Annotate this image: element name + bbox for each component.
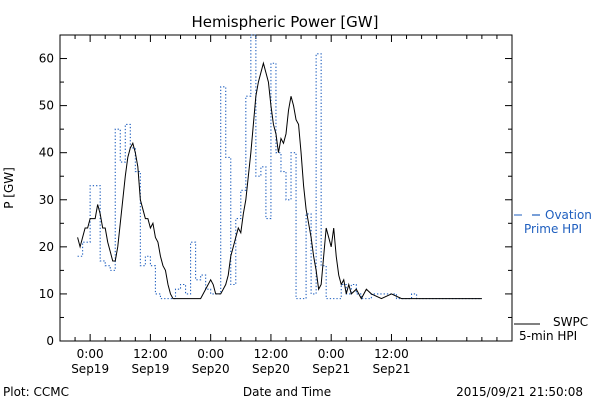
series-layer	[77, 34, 482, 300]
x-tick-time-label: 0:00	[77, 347, 104, 361]
series-ovation-prime-line	[77, 34, 482, 300]
x-axis-ticks: 0:00Sep1912:00Sep190:00Sep2012:00Sep200:…	[71, 35, 498, 376]
legend-swpc-line2: 5-min HPI	[519, 329, 577, 343]
legend-ovation-line2: Prime HPI	[524, 222, 582, 236]
chart-title: Hemispheric Power [GW]	[192, 13, 379, 31]
legend-swpc-line1: SWPC	[553, 315, 588, 329]
y-tick-label: 10	[39, 287, 54, 301]
y-tick-label: 20	[39, 240, 54, 254]
y-tick-label: 60	[39, 52, 54, 66]
y-tick-label: 0	[46, 334, 54, 348]
y-tick-label: 40	[39, 146, 54, 160]
x-tick-time-label: 12:00	[133, 347, 168, 361]
x-tick-date-label: Sep19	[131, 362, 169, 376]
x-tick-time-label: 12:00	[374, 347, 409, 361]
legend-ovation-line1: Ovation	[545, 208, 592, 222]
x-axis-label: Date and Time	[243, 385, 331, 399]
x-tick-time-label: 12:00	[254, 347, 289, 361]
plot-credit: Plot: CCMC	[3, 385, 69, 399]
x-tick-time-label: 0:00	[197, 347, 224, 361]
x-tick-date-label: Sep19	[71, 362, 109, 376]
x-tick-date-label: Sep21	[312, 362, 350, 376]
x-tick-date-label: Sep21	[373, 362, 411, 376]
y-axis-ticks: 0 10 20 30 40 50 60	[39, 52, 512, 348]
x-tick-date-label: Sep20	[192, 362, 230, 376]
y-tick-label: 50	[39, 99, 54, 113]
plot-frame	[59, 34, 513, 342]
series-swpc-line	[77, 61, 482, 300]
plot-timestamp: 2015/09/21 21:50:08	[456, 385, 583, 399]
x-tick-time-label: 0:00	[318, 347, 345, 361]
legend: Ovation Prime HPI SWPC 5-min HPI	[514, 208, 592, 343]
y-axis-label: P [GW]	[2, 167, 16, 209]
x-tick-date-label: Sep20	[252, 362, 290, 376]
y-tick-label: 30	[39, 193, 54, 207]
